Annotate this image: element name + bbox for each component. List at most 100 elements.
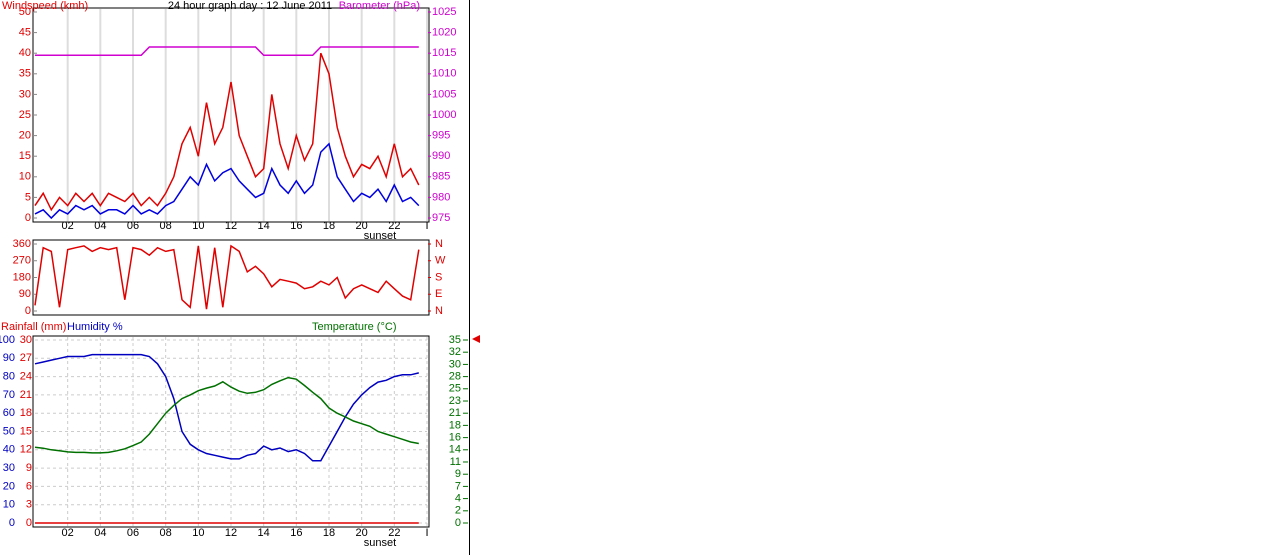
y2-tick-label: 980 <box>432 191 450 203</box>
annotation: sunset <box>364 537 396 549</box>
x-tick-label: 18 <box>323 527 335 539</box>
x-tick-label: 02 <box>62 220 74 232</box>
y2-tick-label: S <box>435 271 442 283</box>
y-tick-label: 50 <box>19 6 31 18</box>
x-tick-label: 20 <box>356 527 368 539</box>
y-tick-label: 80 <box>3 371 15 383</box>
y2-tick-label: 4 <box>455 492 461 504</box>
chart-title: 24 hour graph day : 12 June 2011 <box>168 0 332 12</box>
y3-tick-label: 30 <box>20 334 32 346</box>
y3-tick-label: 12 <box>20 444 32 456</box>
y2-tick-label: 28 <box>449 371 461 383</box>
y3-axis-label: Rainfall (mm) <box>1 321 66 333</box>
y2-tick-label: 1010 <box>432 68 456 80</box>
y3-tick-label: 21 <box>20 389 32 401</box>
y-tick-label: 40 <box>19 47 31 59</box>
x-tick-label: 16 <box>290 527 302 539</box>
y2-tick-label: 1015 <box>432 47 456 59</box>
y2-tick-label: 16 <box>449 432 461 444</box>
y-tick-label: 0 <box>9 517 15 529</box>
y2-tick-label: 18 <box>449 419 461 431</box>
y-tick-label: 270 <box>13 255 31 267</box>
y-tick-label: 10 <box>19 171 31 183</box>
x-tick-label: 10 <box>192 527 204 539</box>
x-tick-label: 08 <box>160 220 172 232</box>
y2-tick-label: W <box>435 255 446 267</box>
y2-tick-label: 14 <box>449 444 461 456</box>
y-tick-label: 0 <box>25 305 31 317</box>
x-tick-label: 04 <box>94 220 106 232</box>
y-tick-label: 90 <box>19 288 31 300</box>
y3-tick-label: 0 <box>26 517 32 529</box>
y2-tick-label: 990 <box>432 150 450 162</box>
x-tick-label: 18 <box>323 220 335 232</box>
y2-tick-label: 25 <box>449 383 461 395</box>
y2-tick-label: 975 <box>432 212 450 224</box>
y2-tick-label: 1000 <box>432 109 456 121</box>
y-tick-label: 35 <box>19 68 31 80</box>
y-axis-label: Humidity % <box>67 321 123 333</box>
y-tick-label: 25 <box>19 109 31 121</box>
y3-tick-label: 15 <box>20 425 32 437</box>
temperature-marker <box>472 335 480 343</box>
y3-tick-label: 9 <box>26 462 32 474</box>
y-tick-label: 180 <box>13 271 31 283</box>
y-tick-label: 50 <box>3 425 15 437</box>
x-tick-label: 14 <box>258 220 270 232</box>
y2-tick-label: 9 <box>455 468 461 480</box>
x-tick-label: 02 <box>62 527 74 539</box>
y2-axis-label: Barometer (hPa) <box>339 0 420 12</box>
x-tick-label: 14 <box>258 527 270 539</box>
x-tick-label: 04 <box>94 527 106 539</box>
x-tick-label: 20 <box>356 220 368 232</box>
y2-tick-label: 2 <box>455 505 461 517</box>
y-tick-label: 40 <box>3 444 15 456</box>
y-tick-label: 15 <box>19 150 31 162</box>
y2-tick-label: 23 <box>449 395 461 407</box>
y3-tick-label: 3 <box>26 499 32 511</box>
y-tick-label: 5 <box>25 191 31 203</box>
y2-tick-label: 11 <box>450 456 461 468</box>
y2-tick-label: 32 <box>449 346 461 358</box>
y2-tick-label: 1005 <box>432 88 456 100</box>
y-tick-label: 20 <box>3 480 15 492</box>
x-tick-label: 10 <box>192 220 204 232</box>
y2-axis-label: Temperature (°C) <box>312 321 396 333</box>
y2-tick-label: N <box>435 238 443 250</box>
y2-tick-label: 30 <box>449 358 461 370</box>
annotation: sunset <box>364 230 396 242</box>
series-line <box>34 353 419 462</box>
series-line <box>35 46 419 57</box>
y2-tick-label: 1020 <box>432 27 456 39</box>
x-tick-label: 12 <box>225 527 237 539</box>
x-tick-label: 22 <box>388 527 400 539</box>
y2-tick-label: 995 <box>432 130 450 142</box>
y3-tick-label: 6 <box>26 480 32 492</box>
y-tick-label: 30 <box>19 88 31 100</box>
x-tick-label: I <box>425 527 428 539</box>
y2-tick-label: 7 <box>455 480 461 492</box>
y2-tick-label: 985 <box>432 171 450 183</box>
y2-tick-label: N <box>435 305 443 317</box>
x-tick-label: 12 <box>225 220 237 232</box>
x-tick-label: I <box>425 220 428 232</box>
y-tick-label: 30 <box>3 462 15 474</box>
y3-tick-label: 27 <box>20 352 32 364</box>
y-tick-label: 70 <box>3 389 15 401</box>
y2-tick-label: 35 <box>449 334 461 346</box>
y2-tick-label: 0 <box>455 517 461 529</box>
x-tick-label: 06 <box>127 527 139 539</box>
series-line <box>34 142 420 220</box>
plot-area <box>32 335 430 528</box>
series-line <box>34 376 419 454</box>
y3-tick-label: 24 <box>20 371 32 383</box>
y2-tick-label: 1025 <box>432 6 456 18</box>
y2-tick-label: E <box>435 288 442 300</box>
x-tick-label: 08 <box>160 527 172 539</box>
series-line <box>34 52 420 212</box>
y-tick-label: 0 <box>25 212 31 224</box>
y-tick-label: 360 <box>13 238 31 250</box>
x-tick-label: 16 <box>290 220 302 232</box>
y3-tick-label: 18 <box>20 407 32 419</box>
